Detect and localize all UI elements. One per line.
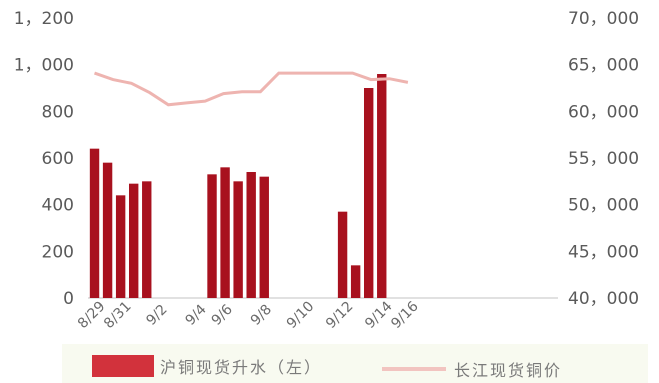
bar — [337, 211, 348, 298]
legend-label-line: 长江现货铜价 — [454, 361, 563, 380]
y-left-tick-label: 0 — [63, 289, 74, 309]
x-tick-label: 9/6 — [209, 301, 236, 328]
bar — [207, 174, 217, 298]
bar — [377, 74, 387, 298]
legend-label-bar: 沪铜现货升水（左） — [160, 358, 323, 377]
x-tick-label: 9/16 — [388, 298, 422, 332]
y-right-tick-label: 60，000 — [568, 102, 639, 122]
y-right-tick-label: 65，000 — [568, 56, 639, 76]
legend-item-line: 长江现货铜价 — [382, 357, 562, 381]
y-right-tick-label: 45，000 — [568, 242, 639, 262]
bar-series-copper-premium — [89, 74, 387, 298]
legend-item-bar: 沪铜现货升水（左） — [92, 354, 322, 378]
x-tick-label: 9/2 — [143, 302, 170, 329]
bar — [128, 183, 139, 298]
legend-swatch-line — [382, 367, 446, 371]
y-left-tick-labels: 0 200 400 600 800 1，000 1，200 — [14, 9, 74, 309]
y-left-tick-label: 200 — [42, 242, 74, 262]
y-left-tick-label: 800 — [42, 102, 74, 122]
x-tick-label: 9/10 — [284, 298, 318, 332]
bar — [259, 176, 269, 298]
bar — [363, 88, 374, 298]
x-tick-label: 9/14 — [362, 298, 396, 332]
y-right-tick-label: 55，000 — [568, 149, 639, 169]
legend-swatch-bar — [92, 355, 154, 377]
bar — [246, 172, 256, 298]
bar — [102, 162, 113, 298]
bar — [233, 181, 243, 298]
bar — [115, 195, 126, 298]
bar — [220, 167, 230, 298]
y-right-tick-labels: 40，000 45，000 50，000 55，000 60，000 65，000 70，0… — [568, 9, 639, 309]
x-tick-label: 9/8 — [248, 302, 275, 329]
x-tick-label: 9/12 — [323, 298, 357, 332]
legend: 沪铜现货升水（左） 长江现货铜价 — [62, 344, 648, 383]
x-tick-label: 8/29 — [75, 298, 109, 332]
y-left-tick-label: 1，200 — [14, 9, 74, 29]
y-left-tick-label: 400 — [42, 196, 74, 216]
x-tick-labels: 8/298/31 9/2 9/49/6 9/8 9/10 9/12 9/149/16 — [75, 298, 422, 332]
y-right-tick-label: 70，000 — [568, 9, 639, 29]
bar — [142, 181, 152, 298]
line-series-changjiang-copper-price — [94, 71, 409, 107]
y-left-tick-label: 600 — [42, 149, 74, 169]
y-left-tick-label: 1，000 — [14, 56, 74, 76]
x-tick-label: 8/31 — [101, 298, 135, 332]
bar — [350, 265, 361, 298]
y-right-tick-label: 50，000 — [568, 196, 639, 216]
y-right-tick-label: 40，000 — [568, 289, 639, 309]
x-tick-label: 9/4 — [183, 301, 210, 328]
bar — [89, 148, 100, 298]
